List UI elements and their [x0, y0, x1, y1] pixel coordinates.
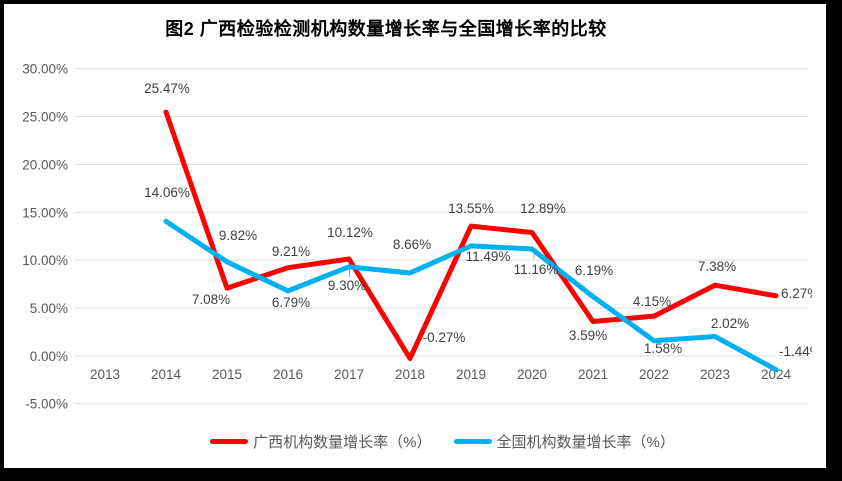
legend-label-guangxi: 广西机构数量增长率（%）: [253, 434, 432, 451]
x-tick-label: 2013: [90, 367, 120, 382]
chart-legend: 广西机构数量增长率（%） 全国机构数量增长率（%）: [75, 431, 810, 452]
x-tick-label: 2019: [456, 367, 486, 382]
x-tick-label: 2022: [639, 367, 669, 382]
x-tick-label: 2021: [578, 367, 608, 382]
chart-title: 图2 广西检验检测机构数量增长率与全国增长率的比较: [165, 19, 607, 39]
line-chart-plot-area: 30.00% 25.00% 20.00% 15.00% 10.00% 5.00% 0.00%…: [22, 62, 812, 412]
frame-border-right: [826, 0, 842, 481]
data-label: -1.44%: [779, 344, 812, 359]
x-tick-label: 2018: [395, 367, 425, 382]
data-label: 9.82%: [219, 228, 257, 243]
legend-item-guangxi: 广西机构数量增长率（%）: [210, 431, 432, 452]
y-tick-label: 30.00%: [22, 62, 68, 77]
x-tick-label: 2020: [517, 367, 547, 382]
data-label: 6.27%: [781, 286, 812, 301]
x-tick-label: 2015: [212, 367, 242, 382]
x-tick-label: 2024: [761, 367, 792, 382]
legend-line-swatch-red: [210, 439, 249, 444]
data-label: 25.47%: [144, 81, 190, 96]
y-tick-label: 20.00%: [22, 157, 68, 172]
x-tick-label: 2023: [700, 367, 730, 382]
data-label: 11.16%: [514, 262, 559, 277]
data-label: 4.15%: [633, 294, 671, 309]
y-tick-label: 10.00%: [22, 253, 68, 268]
data-label: 7.38%: [698, 259, 736, 274]
series-line-guangxi: [163, 109, 779, 361]
y-tick-label: 5.00%: [30, 301, 68, 316]
series-line-national: [163, 218, 779, 373]
x-tick-label: 2017: [334, 367, 364, 382]
y-tick-label: 0.00%: [30, 349, 68, 364]
data-label: 6.19%: [575, 263, 613, 278]
y-tick-label: -5.00%: [25, 397, 68, 412]
y-tick-label: 25.00%: [22, 110, 68, 125]
data-label: 11.49%: [466, 249, 511, 264]
frame-border-bottom: [0, 468, 842, 481]
legend-label-national: 全国机构数量增长率（%）: [496, 434, 675, 451]
data-label: 8.66%: [393, 237, 431, 252]
data-label: 12.89%: [520, 201, 566, 216]
x-tick-label: 2016: [273, 367, 303, 382]
x-tick-label: 2014: [151, 367, 182, 382]
data-label: 14.06%: [144, 185, 190, 200]
y-tick-label: 15.00%: [22, 205, 68, 220]
frame-border-left: [0, 0, 4, 481]
data-label: 1.58%: [644, 341, 682, 356]
data-label: 2.02%: [711, 316, 749, 331]
data-label: 13.55%: [448, 201, 494, 216]
data-label: 9.30%: [328, 278, 366, 293]
data-label: 9.21%: [272, 244, 310, 259]
data-label: 7.08%: [192, 292, 230, 307]
data-label: 6.79%: [272, 295, 310, 310]
data-label: -0.27%: [423, 330, 466, 345]
legend-line-swatch-blue: [453, 439, 492, 444]
frame-border-top: [0, 0, 842, 4]
legend-item-national: 全国机构数量增长率（%）: [453, 431, 675, 452]
data-label: 3.59%: [569, 328, 607, 343]
data-label: 10.12%: [327, 225, 373, 240]
